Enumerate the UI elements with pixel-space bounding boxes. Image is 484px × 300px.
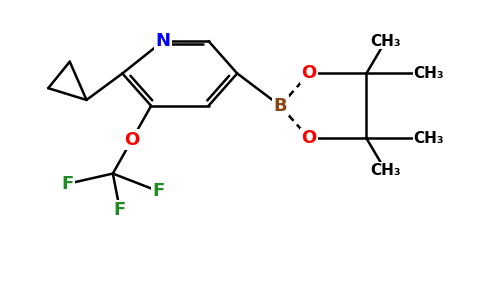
Text: O: O [302, 64, 317, 82]
Text: O: O [302, 129, 317, 147]
Text: F: F [61, 175, 74, 193]
Text: B: B [273, 97, 287, 115]
Text: CH₃: CH₃ [413, 66, 444, 81]
Text: F: F [152, 182, 165, 200]
Text: CH₃: CH₃ [370, 163, 401, 178]
Text: CH₃: CH₃ [413, 131, 444, 146]
Text: O: O [124, 131, 139, 149]
Text: F: F [114, 201, 126, 219]
Text: N: N [155, 32, 170, 50]
Text: CH₃: CH₃ [370, 34, 401, 49]
